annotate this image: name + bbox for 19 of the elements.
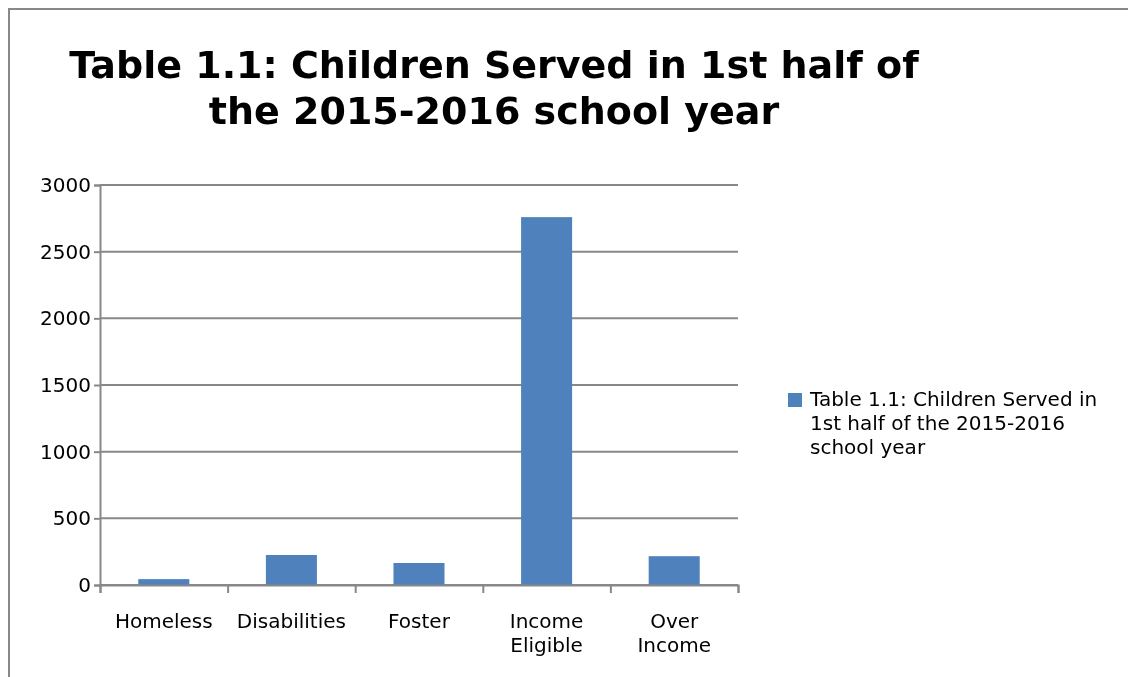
- bar: [138, 579, 190, 585]
- bar: [648, 556, 700, 585]
- y-tick-label: 3000: [40, 172, 91, 197]
- bar: [265, 555, 317, 585]
- x-tick-label: Over Income: [637, 609, 711, 657]
- y-tick-label: 500: [52, 506, 91, 531]
- bar: [521, 217, 573, 585]
- x-tick-label: Disabilities: [236, 609, 346, 633]
- y-tick-label: 2000: [40, 306, 91, 331]
- x-tick-label: Homeless: [114, 609, 213, 633]
- legend-label: Table 1.1: Children Served in 1st half of the 2015-2016 school year: [809, 387, 1098, 459]
- x-tick-label: Foster: [388, 609, 451, 633]
- x-tick-label: Income Eligible: [509, 609, 584, 657]
- bar: [393, 563, 445, 585]
- y-tick-label: 0: [78, 572, 91, 597]
- chart-title: Table 1.1: Children Served in 1st half of the 2015-2016 school year: [69, 43, 920, 133]
- y-tick-label: 1000: [40, 439, 91, 464]
- y-tick-label: 2500: [40, 239, 91, 264]
- y-tick-label: 1500: [40, 372, 91, 397]
